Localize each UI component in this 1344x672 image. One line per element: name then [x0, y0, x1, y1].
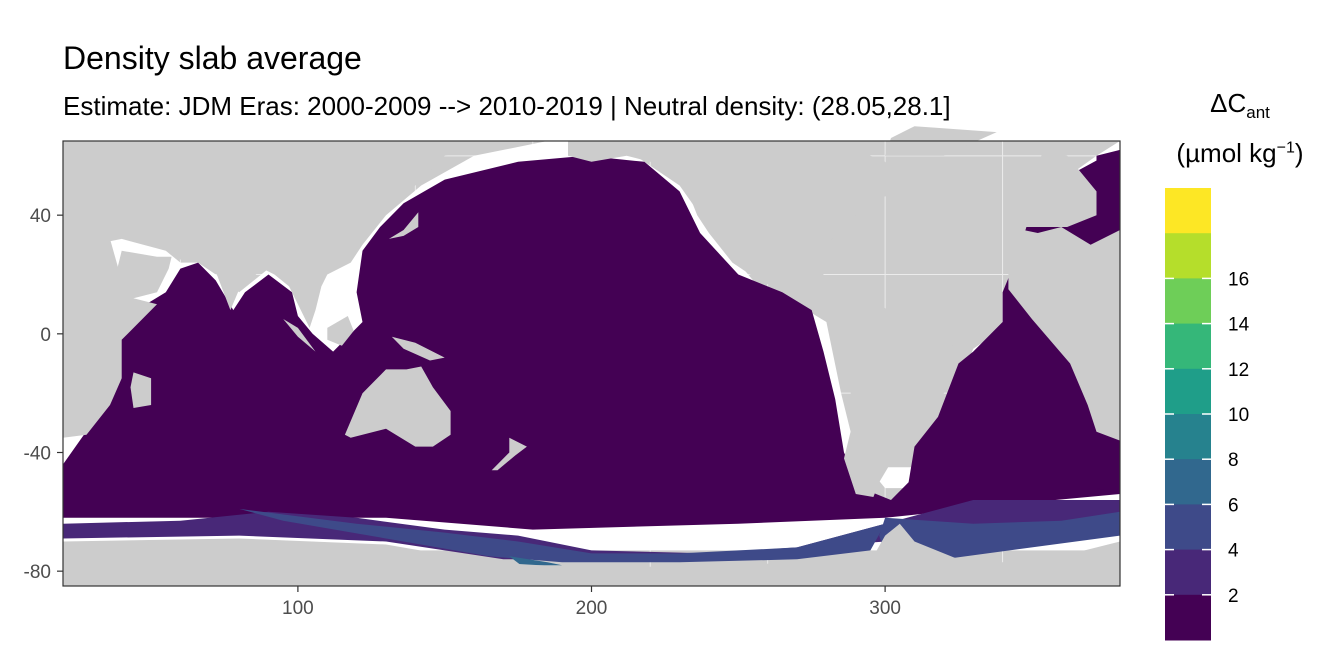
eurasia: [63, 141, 533, 328]
new-guinea: [391, 336, 445, 361]
japan: [388, 212, 419, 239]
legend-unit-sup: −1: [1276, 139, 1295, 157]
legend-swatch: [1165, 414, 1211, 460]
antarctica: [63, 523, 1120, 586]
legend-label: 6: [1228, 495, 1239, 516]
new-zealand: [491, 437, 527, 471]
x-tick-label: 100: [282, 598, 314, 619]
sumatra: [283, 319, 316, 352]
legend-label: 10: [1228, 405, 1249, 426]
y-tick-label: 0: [40, 325, 51, 346]
madagascar: [130, 372, 152, 408]
australia: [344, 366, 451, 447]
legend-title: ΔCant: [1190, 88, 1290, 123]
antarctic-band-4-6: [239, 508, 886, 563]
legend-label: 12: [1228, 360, 1249, 381]
legend-title-sub: ant: [1246, 103, 1270, 123]
legend-label: 8: [1228, 450, 1239, 471]
legend-swatch: [1165, 459, 1211, 505]
europe-wrap: [1020, 149, 1097, 227]
chart-subtitle: Estimate: JDM Eras: 2000-2009 --> 2010-2…: [63, 91, 951, 121]
weddell-patch-4-6: [879, 511, 1120, 560]
legend-unit-main: (µmol kg: [1176, 138, 1277, 168]
legend-label: 14: [1228, 315, 1250, 336]
ocean-main: [63, 149, 1120, 530]
legend-unit-close: ): [1294, 138, 1304, 168]
legend-swatch: [1165, 233, 1211, 279]
legend-swatch: [1165, 188, 1211, 234]
y-tick-label: 40: [30, 206, 51, 227]
south-america: [826, 298, 959, 497]
legend-label: 4: [1228, 541, 1239, 562]
legend-unit: (µmol kg−1): [1150, 138, 1330, 169]
legend-swatch: [1165, 323, 1211, 370]
chart-title: Density slab average: [63, 40, 362, 76]
legend-label: 16: [1228, 269, 1249, 290]
africa: [63, 221, 157, 438]
legend-swatch: [1165, 594, 1211, 641]
africa-wrap: [1008, 227, 1120, 441]
y-tick-label: -80: [24, 562, 51, 583]
x-tick-label: 300: [869, 598, 901, 619]
north-america: [568, 141, 903, 311]
borneo: [327, 316, 354, 346]
x-tick-label: 200: [576, 598, 608, 619]
legend-swatch: [1165, 278, 1211, 325]
arabia: [110, 250, 172, 299]
legend-title-main: ΔC: [1210, 88, 1247, 118]
legend-swatch: [1165, 504, 1211, 551]
legend-swatch: [1165, 368, 1211, 415]
legend-swatch: [1165, 549, 1211, 596]
y-tick-label: -40: [24, 444, 51, 465]
legend-label: 2: [1228, 586, 1239, 607]
ross-patch-6-8: [509, 556, 563, 566]
